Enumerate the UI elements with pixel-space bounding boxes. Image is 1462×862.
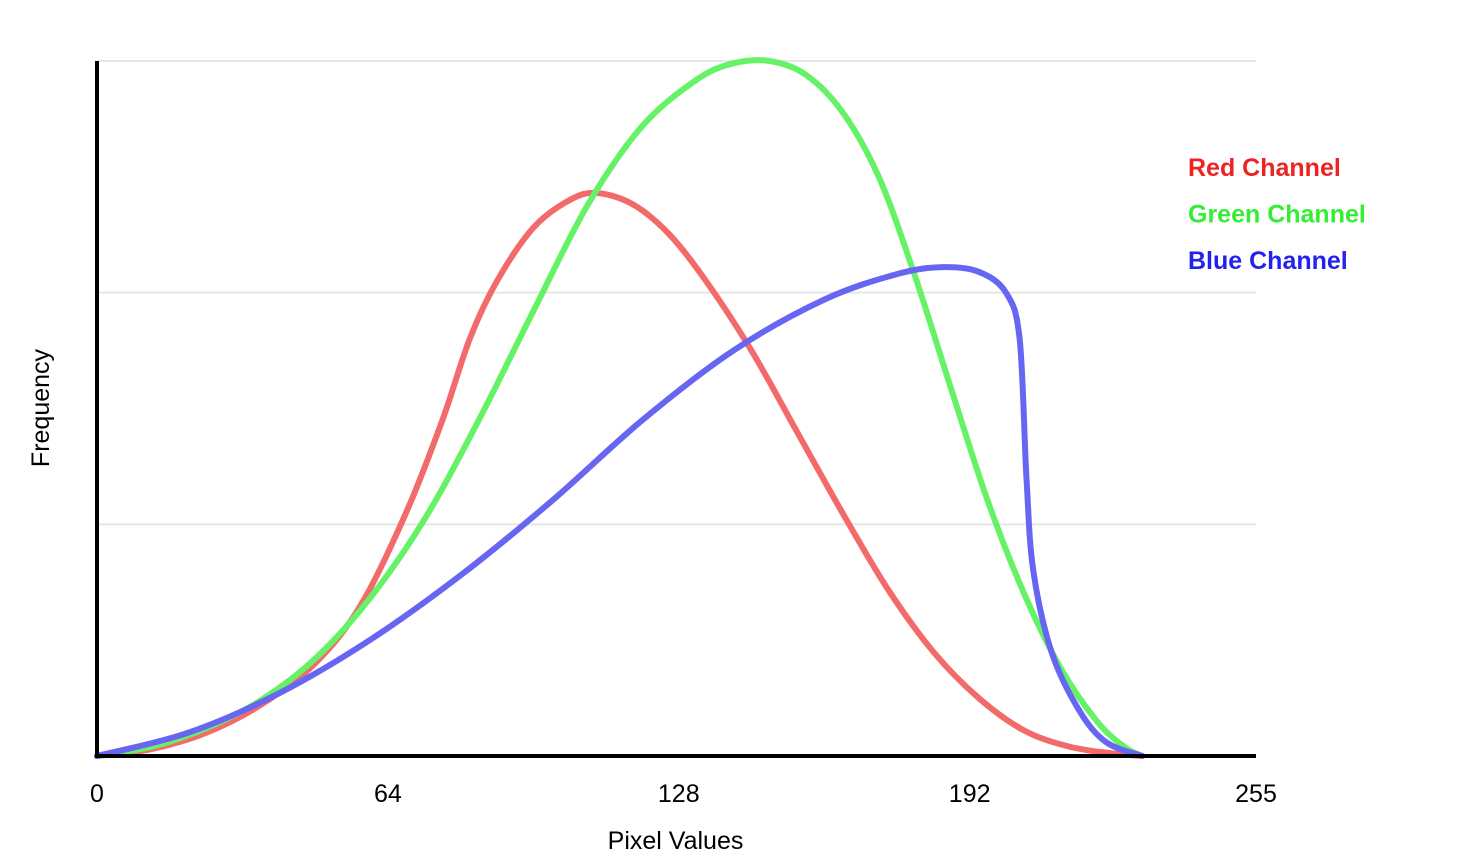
x-tick-label: 0	[90, 780, 104, 808]
blue-channel-line	[94, 264, 1146, 759]
x-axis-title: Pixel Values	[608, 827, 744, 855]
legend-item-green-channel: Green Channel	[1188, 201, 1366, 229]
x-tick-label: 192	[949, 780, 991, 808]
x-tick-label: 128	[658, 780, 700, 808]
gridlines	[97, 60, 1256, 526]
series-lines	[94, 57, 1146, 759]
legend: Red Channel Green Channel Blue Channel	[1188, 154, 1366, 275]
x-tick-label: 64	[374, 780, 402, 808]
legend-item-blue-channel: Blue Channel	[1188, 247, 1348, 275]
legend-item-red-channel: Red Channel	[1188, 154, 1341, 182]
x-tick-label: 255	[1235, 780, 1277, 808]
axes	[95, 61, 1256, 758]
green-channel-line	[94, 57, 1146, 759]
y-axis-title: Frequency	[27, 348, 55, 467]
x-tick-labels: 0 64 128 192 255	[90, 780, 1277, 808]
